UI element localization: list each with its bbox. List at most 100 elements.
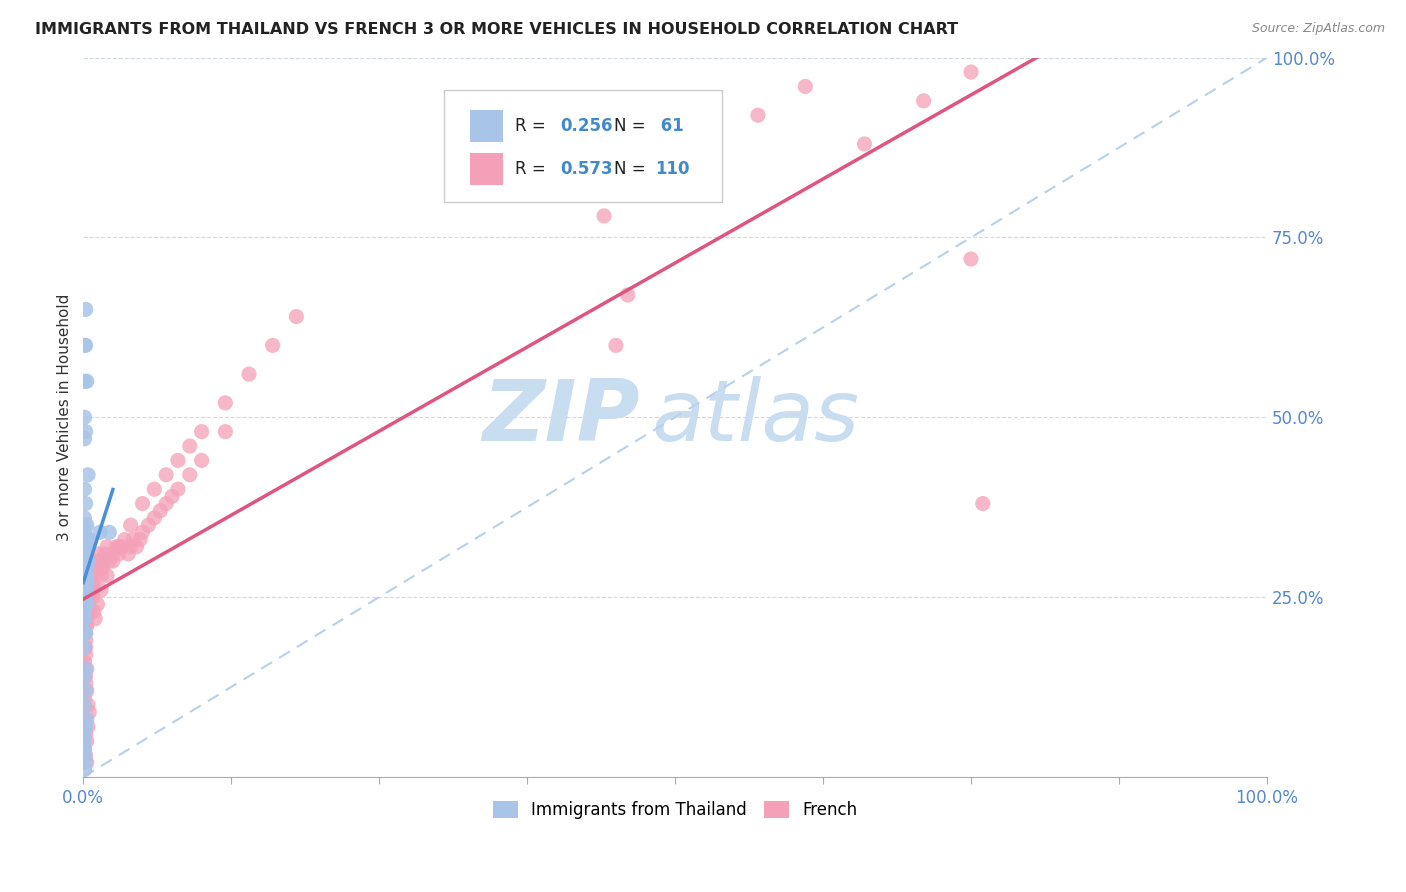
Point <box>73 568 96 582</box>
Point <box>73 698 96 712</box>
Point <box>73 763 96 777</box>
Point <box>190 425 212 439</box>
Point <box>73 511 96 525</box>
Point <box>73 410 96 425</box>
Bar <box>471 110 503 142</box>
Text: ZIP: ZIP <box>482 376 640 458</box>
Point <box>73 640 96 655</box>
Point <box>794 79 817 94</box>
Point <box>75 497 97 511</box>
Point <box>75 302 97 317</box>
Point <box>120 518 142 533</box>
Point <box>76 518 98 533</box>
Point <box>75 547 97 561</box>
Point <box>75 648 97 662</box>
Point <box>190 453 212 467</box>
Point <box>73 748 96 763</box>
Point <box>77 554 100 568</box>
Point <box>76 568 98 582</box>
Point <box>117 547 139 561</box>
Point <box>214 396 236 410</box>
Point <box>75 669 97 683</box>
Point <box>75 338 97 352</box>
Point <box>91 561 114 575</box>
Point <box>73 626 96 640</box>
Point <box>73 640 96 655</box>
Point <box>73 741 96 756</box>
Point <box>75 568 97 582</box>
Point <box>87 547 110 561</box>
Point <box>76 540 98 554</box>
Point <box>75 590 97 604</box>
Point <box>143 511 166 525</box>
Point <box>89 525 111 540</box>
Text: 0.573: 0.573 <box>560 161 613 178</box>
Point <box>110 540 132 554</box>
Point <box>76 756 98 770</box>
Point <box>96 540 118 554</box>
Point <box>77 533 100 547</box>
Point <box>73 662 96 676</box>
Point <box>76 561 98 575</box>
Point <box>76 619 98 633</box>
Point <box>77 698 100 712</box>
Point <box>75 533 97 547</box>
Point <box>77 719 100 733</box>
Point <box>75 727 97 741</box>
Point <box>131 525 153 540</box>
Point <box>122 533 145 547</box>
Point <box>76 590 98 604</box>
Point <box>84 612 107 626</box>
Point <box>73 734 96 748</box>
Point <box>149 504 172 518</box>
Point <box>79 568 101 582</box>
Point <box>93 554 115 568</box>
Point <box>131 497 153 511</box>
Point <box>73 518 96 533</box>
FancyBboxPatch shape <box>444 90 723 202</box>
Text: 0.256: 0.256 <box>560 117 613 135</box>
Point <box>238 367 260 381</box>
Point <box>90 568 112 582</box>
Point <box>76 612 98 626</box>
Point <box>75 626 97 640</box>
Point <box>616 288 638 302</box>
Point <box>86 554 108 568</box>
Point <box>105 540 128 554</box>
Point <box>73 741 96 756</box>
Point <box>73 640 96 655</box>
Point <box>73 612 96 626</box>
Point <box>76 575 98 590</box>
Point <box>73 669 96 683</box>
Point <box>98 525 121 540</box>
Point <box>84 568 107 582</box>
Point <box>73 582 96 597</box>
Text: R =: R = <box>516 117 551 135</box>
Legend: Immigrants from Thailand, French: Immigrants from Thailand, French <box>486 795 863 826</box>
Point <box>75 425 97 439</box>
Point <box>76 597 98 611</box>
Point <box>84 561 107 575</box>
Point <box>75 756 97 770</box>
Point <box>73 568 96 582</box>
Point <box>73 338 96 352</box>
Point <box>101 547 124 561</box>
Point <box>120 540 142 554</box>
Point <box>73 374 96 388</box>
Point <box>73 612 96 626</box>
Text: 110: 110 <box>655 161 689 178</box>
Point <box>76 575 98 590</box>
Point <box>75 575 97 590</box>
Point <box>853 136 876 151</box>
Point <box>79 568 101 582</box>
Point <box>76 554 98 568</box>
Point <box>143 482 166 496</box>
Point <box>285 310 308 324</box>
Point <box>73 554 96 568</box>
Point <box>83 604 105 618</box>
Point <box>75 662 97 676</box>
Point <box>73 525 96 540</box>
Point <box>77 467 100 482</box>
Point <box>960 252 983 266</box>
Point <box>73 655 96 669</box>
